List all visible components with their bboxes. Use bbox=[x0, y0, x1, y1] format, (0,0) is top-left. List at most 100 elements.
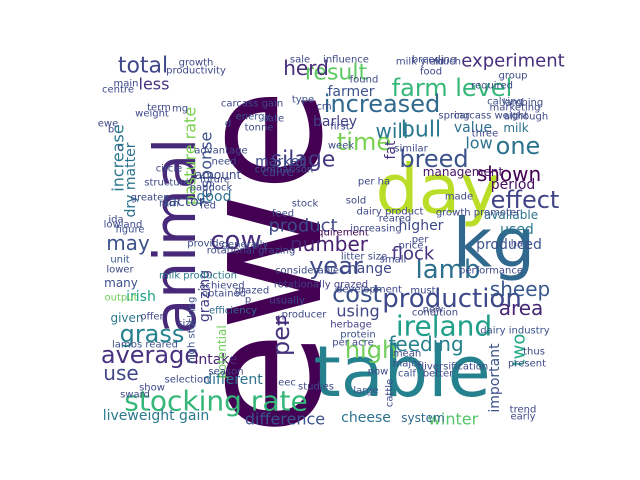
word-studies: studies bbox=[298, 382, 334, 393]
word-first: first bbox=[330, 122, 350, 133]
word-bull: bull bbox=[401, 118, 441, 143]
word-group: group bbox=[498, 71, 527, 82]
word-feed: feed bbox=[272, 209, 294, 220]
word-increased: increased bbox=[324, 90, 440, 118]
word-used: used bbox=[500, 222, 534, 238]
word-many: many bbox=[104, 276, 138, 290]
word-cheese: cheese bbox=[341, 410, 391, 426]
word-tonne: tonne bbox=[245, 123, 274, 134]
word-figure: figure bbox=[115, 225, 144, 236]
word-marketing: marketing bbox=[490, 103, 541, 114]
word-shown: shown bbox=[477, 162, 541, 186]
word-calve: calve bbox=[262, 165, 294, 179]
word-structure: structure bbox=[144, 178, 189, 189]
word-will: will bbox=[375, 119, 408, 143]
word-high: high bbox=[345, 336, 397, 364]
word-average: average bbox=[101, 341, 199, 369]
word-dairy-industry: dairy industry bbox=[480, 326, 550, 337]
word-calf: calf bbox=[398, 369, 416, 380]
word-now: now bbox=[368, 367, 389, 378]
word-per: per bbox=[267, 316, 295, 356]
word-price: price bbox=[399, 241, 424, 252]
word-sale: sale bbox=[290, 55, 310, 66]
word-amount: amount bbox=[195, 168, 242, 182]
word-irish: irish bbox=[126, 289, 156, 305]
word-much: much bbox=[433, 57, 461, 68]
word-animal: animal bbox=[141, 138, 209, 335]
word-d: d bbox=[225, 119, 231, 130]
word-reared: reared bbox=[379, 214, 412, 225]
word-n: n bbox=[276, 310, 287, 331]
word-sheep: sheep bbox=[490, 277, 550, 301]
word-change: change bbox=[340, 261, 392, 277]
word-selection: selection bbox=[165, 375, 210, 386]
word-liveweight-gain: liveweight gain bbox=[103, 408, 210, 424]
word-dry-matter: dry matter bbox=[123, 142, 139, 217]
word-paddock: paddock bbox=[190, 183, 233, 194]
word-circle: circle bbox=[156, 164, 183, 175]
word-sward: sward bbox=[120, 390, 150, 401]
word-carcass-gain: carcass gain bbox=[221, 99, 283, 110]
word-increasing: increasing bbox=[350, 224, 401, 235]
word-system: system bbox=[401, 411, 444, 425]
word-market: market bbox=[255, 154, 305, 170]
word-eec: eec bbox=[278, 378, 296, 389]
word-efficiency: efficiency bbox=[209, 306, 257, 317]
word-large: large bbox=[353, 386, 378, 397]
word-condition: condition bbox=[412, 308, 458, 319]
word-may: may bbox=[106, 231, 150, 255]
word-must: must bbox=[410, 286, 435, 297]
word-energy: energy bbox=[236, 112, 271, 123]
word-production: production bbox=[382, 284, 522, 314]
word-ireland: ireland bbox=[396, 310, 492, 343]
word-low: low bbox=[465, 134, 492, 153]
word-development: development bbox=[336, 285, 402, 296]
word-week: week bbox=[328, 141, 354, 152]
word-dairy-product: dairy product bbox=[357, 207, 424, 218]
word-better: better bbox=[423, 369, 454, 380]
word-stock: stock bbox=[292, 199, 319, 210]
word-area: area bbox=[499, 296, 544, 320]
word-feeding: feeding bbox=[388, 332, 463, 356]
word-future: future bbox=[200, 175, 230, 186]
word-ha: ha bbox=[511, 239, 523, 250]
word-per-acre: per acre bbox=[332, 338, 373, 349]
word-year: year bbox=[309, 252, 363, 280]
word-lowland: lowland bbox=[104, 220, 143, 231]
word-performance: performance bbox=[459, 266, 523, 277]
word-management: management bbox=[423, 165, 504, 179]
word-achieved: achieved bbox=[199, 281, 244, 292]
word-ewe: ewe bbox=[163, 88, 361, 436]
word-diversification: diversification bbox=[418, 362, 488, 373]
word-cm: cm bbox=[316, 102, 331, 113]
word-need: need bbox=[212, 157, 237, 168]
word-influence: influence bbox=[323, 55, 369, 66]
word-similar: similar bbox=[394, 144, 428, 155]
word-cost: cost bbox=[332, 280, 382, 308]
word-considerable: considerable bbox=[275, 266, 339, 277]
word-main: main bbox=[114, 79, 139, 90]
word-usually: usually bbox=[269, 296, 305, 307]
word-lower: lower bbox=[106, 265, 134, 276]
word-winter: winter bbox=[428, 410, 479, 429]
word-experiment: experiment bbox=[461, 51, 564, 72]
word-barley: barley bbox=[313, 114, 357, 130]
word-important: important bbox=[487, 343, 503, 413]
word-producer: producer bbox=[282, 310, 328, 321]
word-output: output bbox=[105, 293, 138, 304]
word-factor: factor bbox=[163, 194, 204, 210]
word-although: although bbox=[504, 112, 548, 123]
word-p: p bbox=[245, 295, 251, 306]
word-herbage: herbage bbox=[330, 320, 372, 331]
word-rotationally-grazed: rotationally grazed bbox=[274, 280, 368, 291]
word-two: two bbox=[509, 334, 530, 367]
word-c: c bbox=[117, 143, 123, 154]
word-fat: fat bbox=[383, 140, 399, 160]
word-rotational-grazing: rotational grazing bbox=[207, 246, 296, 257]
word-present: present bbox=[508, 359, 546, 370]
word-result: result bbox=[305, 61, 368, 86]
word-table: table bbox=[313, 331, 490, 413]
word-using: using bbox=[336, 302, 379, 321]
word-generally: generally bbox=[222, 240, 269, 251]
